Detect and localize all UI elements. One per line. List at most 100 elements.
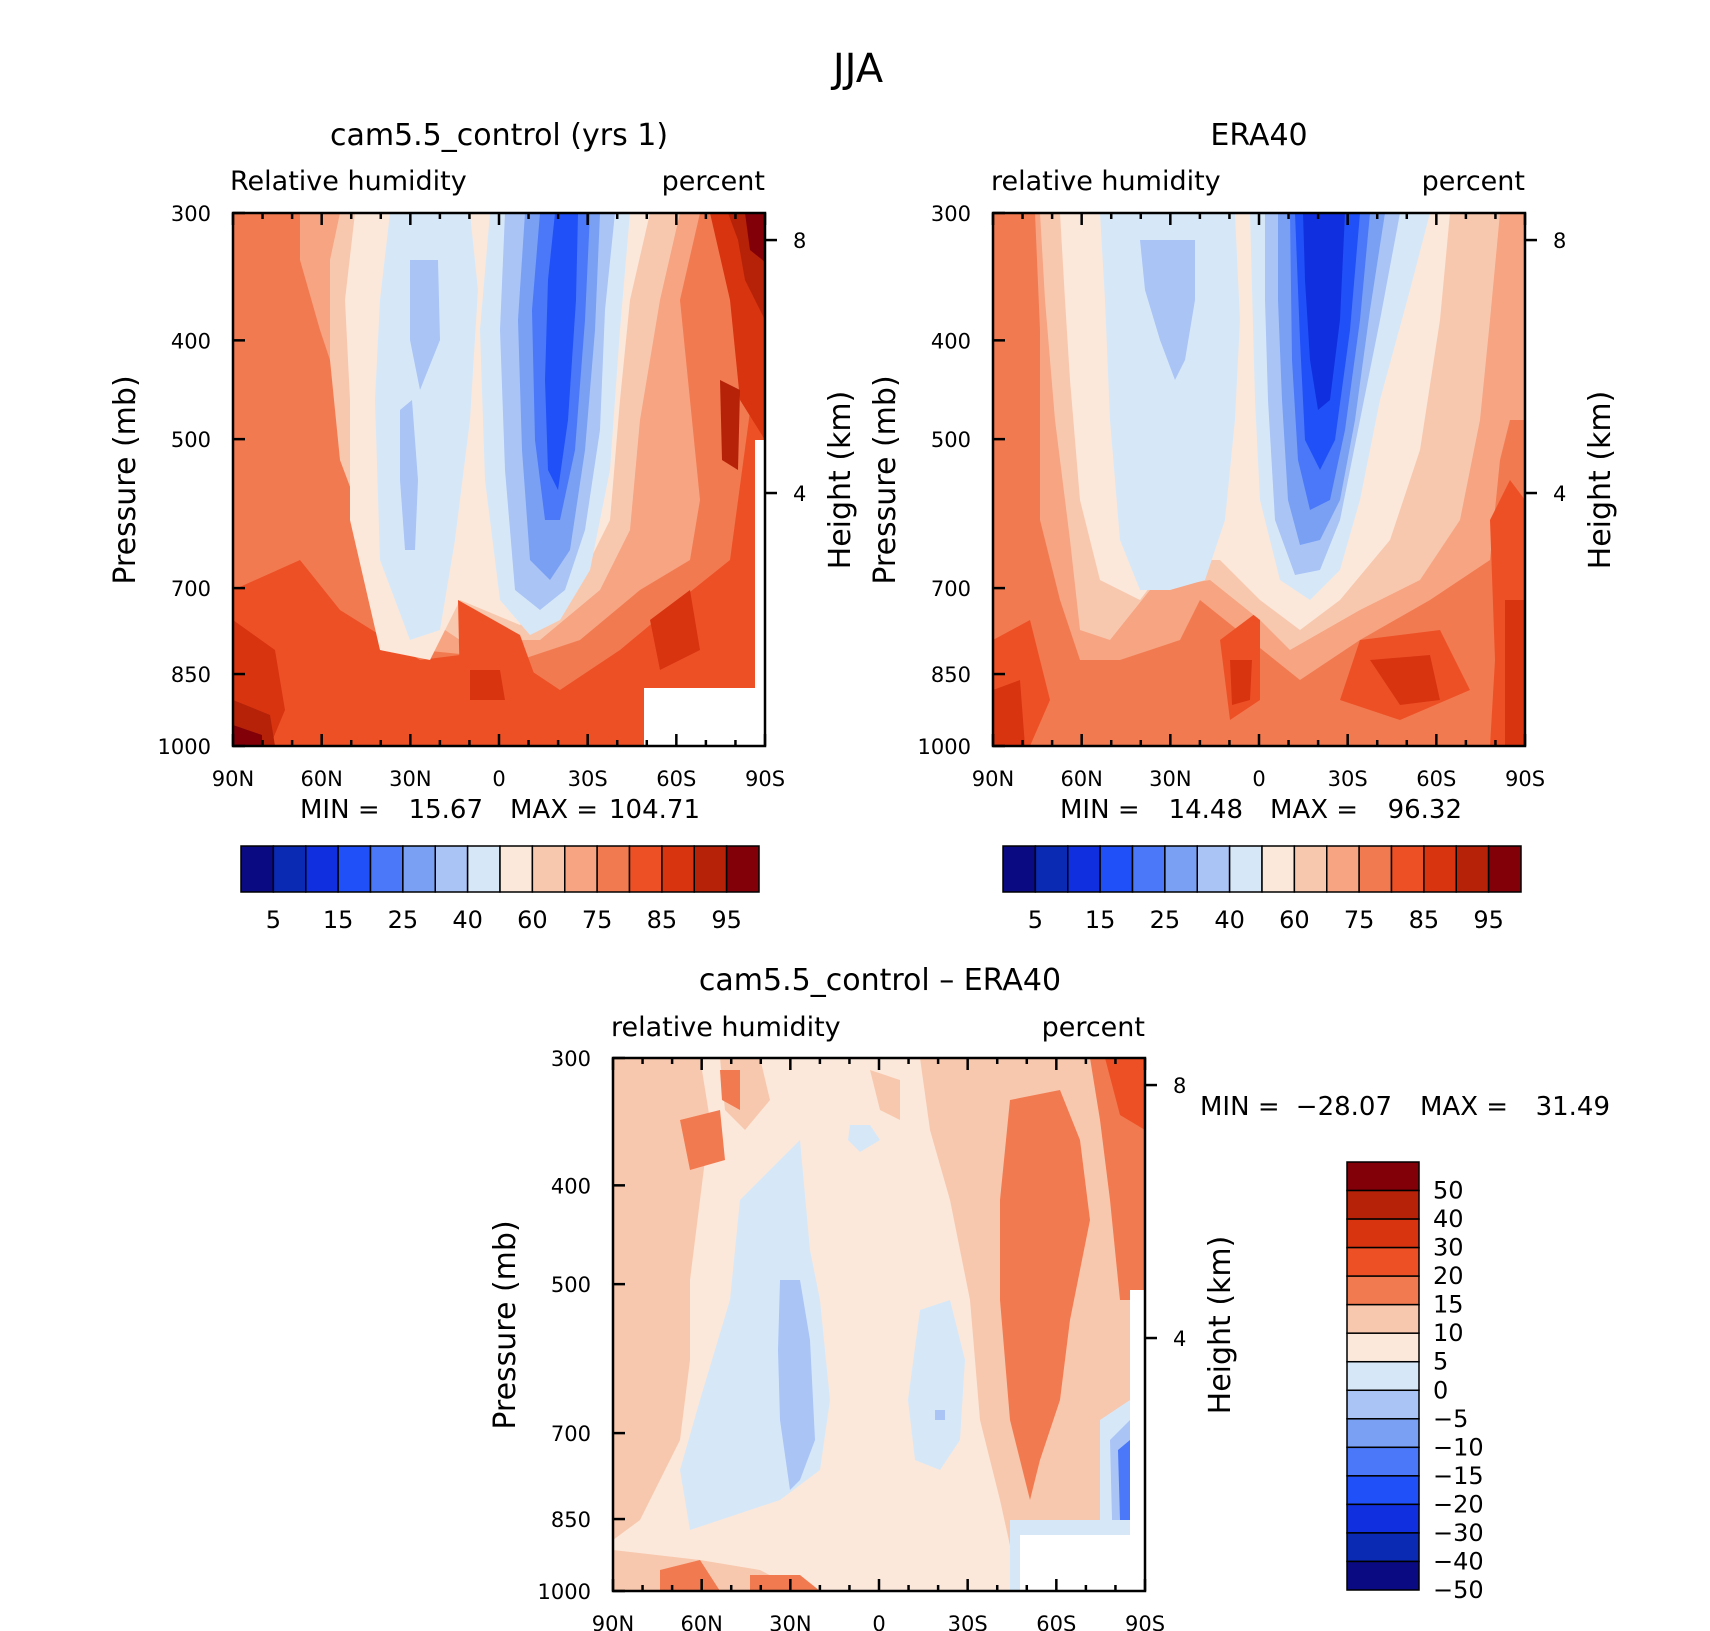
- colorbar-box: [499, 845, 534, 893]
- y-axis: 300 400 500 700 850 1000 Pressure (mb) Height…: [488, 1047, 1238, 1604]
- y-axis-label: Pressure (mb): [868, 375, 903, 584]
- x-tick-label: 30N: [389, 767, 431, 791]
- y-axis-right-label: Height (km): [823, 391, 858, 570]
- y-tick-labels: 300 400 500 700 850 1000: [538, 1047, 591, 1604]
- x-tick-label: 90N: [592, 1612, 634, 1631]
- colorbar-label: 10: [1433, 1319, 1464, 1347]
- units-label: percent: [1422, 166, 1525, 197]
- min-label: MIN =: [1200, 1092, 1280, 1122]
- x-tick-label: 90N: [212, 767, 254, 791]
- colorbar-box: [1346, 1475, 1420, 1506]
- min-value: 14.48: [1169, 795, 1243, 825]
- colorbar-label: 5: [266, 906, 281, 934]
- colorbar-box: [1002, 845, 1037, 893]
- x-tick-label: 0: [492, 767, 505, 791]
- colorbar-label: 25: [388, 906, 419, 934]
- colorbar-box: [337, 845, 372, 893]
- colorbar-box: [1358, 845, 1393, 893]
- colorbar-box: [1196, 845, 1231, 893]
- colorbar-label: 40: [1214, 906, 1245, 934]
- colorbar-box: [1346, 1503, 1420, 1534]
- colorbar-box: [1346, 1332, 1420, 1363]
- x-tick-label: 0: [872, 1612, 885, 1631]
- colorbar-label: −20: [1433, 1490, 1484, 1518]
- colorbar-label: 95: [711, 906, 742, 934]
- colorbar-box: [1423, 845, 1457, 893]
- y-axis-label: Pressure (mb): [488, 1220, 523, 1429]
- figure-title: JJA: [830, 46, 884, 92]
- colorbar-label: 60: [517, 906, 548, 934]
- x-tick-label: 60N: [1060, 767, 1102, 791]
- colorbar-label: 25: [1150, 906, 1181, 934]
- min-label: MIN =: [300, 795, 380, 825]
- variable-label: relative humidity: [611, 1012, 841, 1043]
- x-tick-label: 90S: [1125, 1612, 1165, 1631]
- colorbar-label: −40: [1433, 1547, 1484, 1575]
- colorbar-box: [661, 845, 695, 893]
- panel-title: cam5.5_control (yrs 1): [330, 118, 668, 153]
- x-axis: 90N 60N 30N 0 30S 60S 90S: [592, 1058, 1165, 1631]
- colorbar-box: [272, 845, 307, 893]
- panel-difference: cam5.5_control – ERA40 relative humidity…: [488, 963, 1610, 1631]
- y-tick-label: 700: [171, 577, 211, 601]
- y-axis-label: Pressure (mb): [108, 375, 143, 584]
- colorbar-box: [1346, 1275, 1420, 1306]
- colorbar-box: [1293, 845, 1328, 893]
- colorbar-label: 15: [323, 906, 354, 934]
- colorbar: 5 15 25 40 60 75 85 95: [240, 845, 760, 934]
- colorbar-label: 5: [1028, 906, 1043, 934]
- colorbar-label: 75: [1344, 906, 1375, 934]
- x-tick-labels: 90N 60N 30N 0 30S 60S 90S: [972, 767, 1545, 791]
- y-tick-labels: 300 400 500 700 850 1000: [158, 202, 211, 759]
- colorbar-box: [1346, 1360, 1420, 1392]
- colorbar-box: [628, 845, 663, 893]
- colorbar-label: −30: [1433, 1519, 1484, 1547]
- colorbar-box: [466, 845, 501, 893]
- contour-field: [993, 213, 1525, 746]
- units-label: percent: [662, 166, 765, 197]
- colorbar-box: [1346, 1560, 1420, 1591]
- colorbar-box: [564, 845, 598, 893]
- y-tick-label: 1000: [538, 1580, 591, 1604]
- y-right-tick-label: 8: [1173, 1074, 1186, 1098]
- max-value: 31.49: [1536, 1092, 1610, 1122]
- x-tick-label: 90S: [745, 767, 785, 791]
- y-tick-labels: 300 400 500 700 850 1000: [918, 202, 971, 759]
- y-tick-label: 300: [931, 202, 971, 226]
- x-tick-label: 30N: [769, 1612, 811, 1631]
- colorbar-box: [531, 845, 566, 893]
- y-right-tick-label: 4: [793, 482, 806, 506]
- colorbar-box: [1346, 1446, 1420, 1477]
- x-tick-label: 60S: [656, 767, 696, 791]
- y-tick-label: 300: [171, 202, 211, 226]
- y-tick-label: 500: [931, 428, 971, 452]
- x-tick-label: 60N: [300, 767, 342, 791]
- colorbar-box: [240, 845, 275, 893]
- colorbar-label: 30: [1433, 1234, 1464, 1262]
- colorbar-box: [693, 845, 728, 893]
- y-right-tick-label: 8: [1553, 229, 1566, 253]
- y-tick-label: 500: [551, 1273, 591, 1297]
- colorbar-label: 0: [1433, 1376, 1448, 1404]
- colorbar-label: −10: [1433, 1433, 1484, 1461]
- contour-field: [233, 213, 765, 746]
- x-tick-label: 30S: [568, 767, 608, 791]
- colorbar-box: [725, 845, 760, 893]
- colorbar-label: 85: [1409, 906, 1440, 934]
- x-tick-label: 60S: [1036, 1612, 1076, 1631]
- colorbar-box: [305, 845, 339, 893]
- colorbar-box: [1164, 845, 1198, 893]
- colorbar-box: [1346, 1532, 1420, 1563]
- colorbar-box: [369, 845, 404, 893]
- colorbar-label: 85: [647, 906, 678, 934]
- x-tick-label: 60S: [1416, 767, 1456, 791]
- x-tick-label: 30S: [1328, 767, 1368, 791]
- y-tick-label: 1000: [918, 735, 971, 759]
- colorbar-box: [1346, 1389, 1420, 1420]
- y-axis-right-label: Height (km): [1203, 1236, 1238, 1415]
- y-tick-label: 300: [551, 1047, 591, 1071]
- colorbar-box: [1326, 845, 1360, 893]
- y-axis: 300 400 500 700 850 1000 Pressure (mb) Height…: [108, 202, 858, 759]
- y-tick-label: 400: [931, 329, 971, 353]
